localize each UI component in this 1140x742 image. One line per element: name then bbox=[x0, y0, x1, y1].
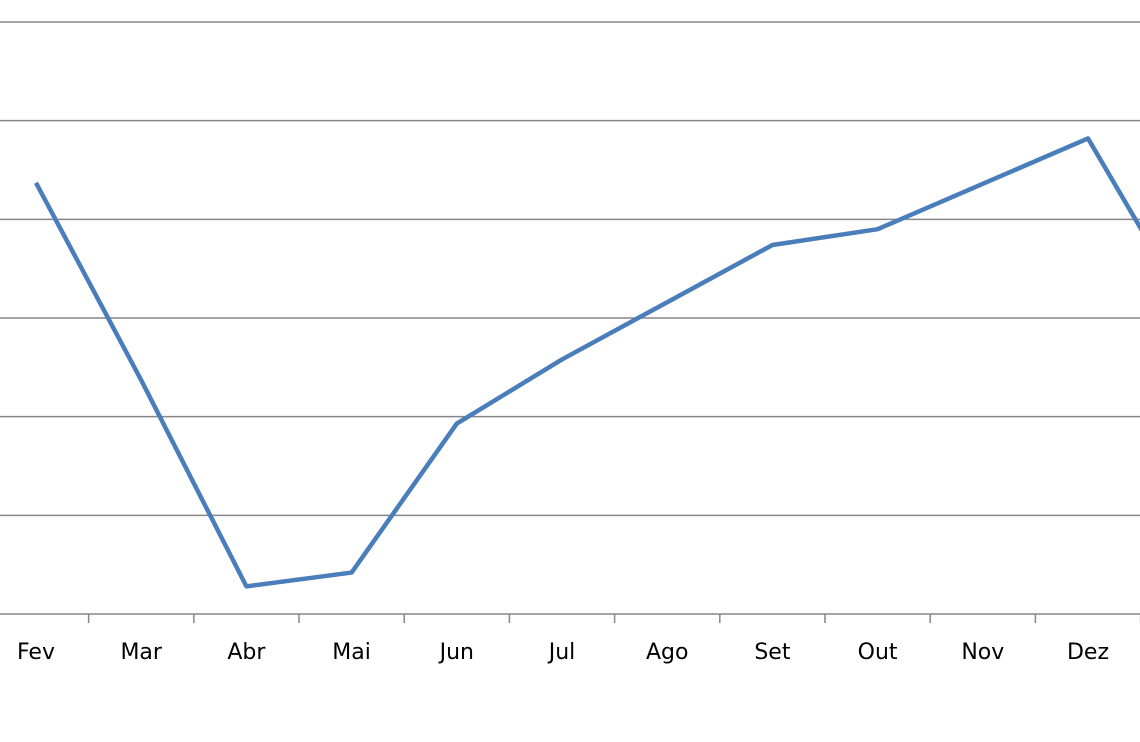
x-tick-label: Mai bbox=[332, 640, 371, 665]
x-tick-label: Out bbox=[858, 640, 898, 665]
data-line bbox=[34, 136, 1140, 589]
x-tick-label: Ago bbox=[646, 640, 688, 665]
x-tick-label: Set bbox=[754, 640, 791, 665]
x-tick-label: Nov bbox=[961, 640, 1004, 665]
x-tick-label: Jun bbox=[438, 640, 474, 665]
x-tick-label: Dez bbox=[1067, 640, 1109, 665]
x-tick-label: Jul bbox=[547, 640, 576, 665]
x-tick-label: Abr bbox=[227, 640, 266, 665]
x-tick-label: Fev bbox=[17, 640, 55, 665]
x-tick-label: Mar bbox=[120, 640, 162, 665]
